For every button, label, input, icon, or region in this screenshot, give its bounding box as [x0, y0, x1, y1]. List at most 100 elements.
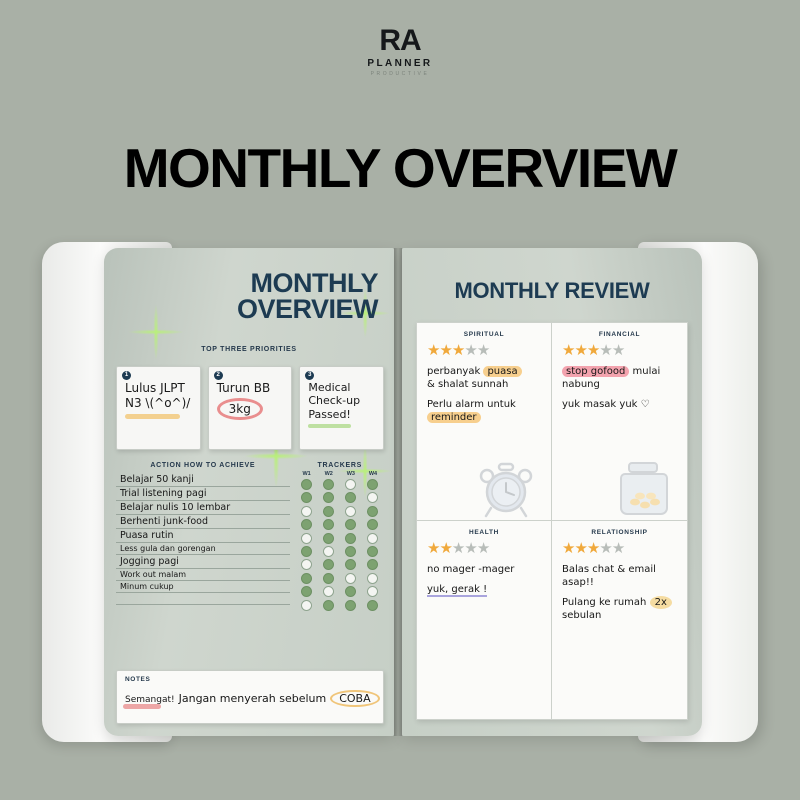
left-page: MONTHLY OVERVIEW TOP THREE PRIORITIES 1 …	[104, 248, 394, 736]
tracker-dot[interactable]	[345, 532, 357, 544]
star-icon[interactable]: ★	[451, 540, 465, 557]
tracker-dot[interactable]	[367, 599, 379, 611]
action-item[interactable]: Less gula dan gorengan	[116, 543, 290, 555]
star-icon[interactable]: ★	[586, 540, 600, 557]
action-item[interactable]: Puasa rutin	[116, 529, 290, 543]
brand-mark: RA	[379, 24, 421, 57]
tracker-row	[296, 545, 384, 557]
tracker-dot[interactable]	[301, 572, 313, 584]
action-item[interactable]: Belajar 50 kanji	[116, 473, 290, 487]
notes-card[interactable]: NOTES Semangat! Jangan menyerah sebelum …	[116, 670, 384, 724]
tracker-dot[interactable]	[367, 505, 379, 517]
tracker-dot[interactable]	[345, 586, 357, 598]
tracker-dot[interactable]	[323, 559, 335, 571]
tracker-dot[interactable]	[345, 492, 357, 504]
star-icon[interactable]: ★	[586, 342, 600, 359]
star-rating[interactable]: ★★★★★	[427, 541, 541, 556]
tracker-dot[interactable]	[301, 492, 313, 504]
star-icon[interactable]: ★	[439, 540, 452, 557]
tracker-dot[interactable]	[367, 545, 379, 557]
action-item[interactable]: Minum cukup	[116, 581, 290, 593]
tracker-dot[interactable]	[301, 559, 313, 571]
priority-number: 1	[122, 371, 131, 380]
star-icon[interactable]: ★	[439, 342, 452, 359]
tracker-column-header: W2	[324, 471, 333, 477]
tracker-column-header: W3	[346, 471, 355, 477]
tracker-dot[interactable]	[301, 505, 313, 517]
star-rating[interactable]: ★★★★★	[562, 343, 677, 358]
priority-card[interactable]: 2 Turun BB 3kg	[207, 366, 293, 450]
tracker-row	[296, 519, 384, 531]
tracker-dot[interactable]	[301, 545, 313, 557]
tracker-dot[interactable]	[345, 559, 357, 571]
tracker-dot[interactable]	[323, 479, 335, 490]
tracker-dot[interactable]	[367, 519, 379, 531]
action-item[interactable]: Jogging pagi	[116, 555, 290, 569]
tracker-dot[interactable]	[301, 519, 313, 531]
note-highlight: stop gofood	[562, 366, 630, 377]
quadrant-label: HEALTH	[468, 529, 500, 536]
action-item[interactable]: Belajar nulis 10 lembar	[116, 501, 290, 515]
tracker-dot[interactable]	[323, 505, 335, 517]
star-icon[interactable]: ★	[562, 342, 575, 359]
star-icon[interactable]: ★	[427, 540, 440, 557]
tracker-dot[interactable]	[301, 532, 313, 544]
tracker-dot[interactable]	[345, 545, 357, 557]
tracker-dot[interactable]	[345, 519, 357, 531]
action-section: ACTION HOW TO ACHIEVE Belajar 50 kanji T…	[116, 462, 290, 613]
quadrant-health[interactable]: HEALTH ★★★★★ no mager -mager yuk, gerak …	[417, 521, 552, 719]
action-item[interactable]: Work out malam	[116, 569, 290, 581]
action-item[interactable]: Trial listening pagi	[116, 487, 290, 501]
tracker-dot[interactable]	[345, 479, 357, 490]
tracker-dot[interactable]	[323, 599, 335, 611]
tracker-dot[interactable]	[345, 505, 357, 517]
star-icon[interactable]: ★	[611, 342, 625, 359]
star-icon[interactable]: ★	[574, 342, 587, 359]
tracker-dot[interactable]	[367, 559, 379, 571]
action-item-empty[interactable]	[116, 593, 290, 605]
quadrant-financial[interactable]: FINANCIAL ★★★★★ stop gofood mulai nabung…	[552, 323, 687, 521]
priority-text: Medical Check-up Passed!	[308, 381, 361, 421]
star-icon[interactable]: ★	[562, 540, 575, 557]
priority-number: 2	[213, 371, 223, 380]
tracker-dot[interactable]	[367, 492, 379, 504]
star-rating[interactable]: ★★★★★	[427, 343, 541, 358]
star-icon[interactable]: ★	[476, 342, 490, 359]
priority-card[interactable]: 3 Medical Check-up Passed!	[299, 366, 385, 450]
note-text: no mager -mager	[427, 564, 515, 575]
tracker-dot[interactable]	[367, 586, 379, 598]
tracker-dot[interactable]	[345, 572, 357, 584]
star-icon[interactable]: ★	[599, 342, 612, 359]
quadrant-relationship[interactable]: RELATIONSHIP ★★★★★ Balas chat & email as…	[552, 521, 687, 719]
tracker-dot[interactable]	[301, 586, 313, 598]
quadrant-spiritual[interactable]: SPIRITUAL ★★★★★ perbanyak puasa & shalat…	[417, 323, 552, 521]
review-quadrants: SPIRITUAL ★★★★★ perbanyak puasa & shalat…	[416, 322, 688, 720]
tracker-dot[interactable]	[323, 545, 335, 557]
star-icon[interactable]: ★	[464, 540, 477, 557]
star-icon[interactable]: ★	[476, 540, 490, 557]
tracker-dot[interactable]	[367, 479, 379, 490]
tracker-dot[interactable]	[323, 572, 335, 584]
tracker-dot[interactable]	[323, 532, 335, 544]
priority-card[interactable]: 1 Lulus JLPT N3 \(^o^)/	[116, 366, 201, 450]
star-icon[interactable]: ★	[599, 540, 612, 557]
tracker-dot[interactable]	[301, 479, 313, 490]
tracker-columns: W1 W2 W3 W4	[296, 471, 384, 477]
tracker-dot[interactable]	[323, 492, 335, 504]
tracker-dot[interactable]	[301, 599, 313, 611]
tracker-dot[interactable]	[345, 599, 357, 611]
tracker-dot[interactable]	[323, 586, 335, 598]
star-icon[interactable]: ★	[464, 342, 477, 359]
star-icon[interactable]: ★	[611, 540, 625, 557]
star-icon[interactable]: ★	[451, 342, 465, 359]
star-icon[interactable]: ★	[574, 540, 587, 557]
note-text: mulai	[632, 366, 661, 377]
star-rating[interactable]: ★★★★★	[562, 541, 677, 556]
tracker-dot[interactable]	[367, 532, 379, 544]
left-page-title-line1: MONTHLY	[250, 268, 378, 298]
tracker-dot[interactable]	[323, 519, 335, 531]
action-item[interactable]: Berhenti junk-food	[116, 515, 290, 529]
tracker-dot[interactable]	[367, 572, 379, 584]
tracker-column-header: W1	[302, 471, 311, 477]
star-icon[interactable]: ★	[427, 342, 440, 359]
